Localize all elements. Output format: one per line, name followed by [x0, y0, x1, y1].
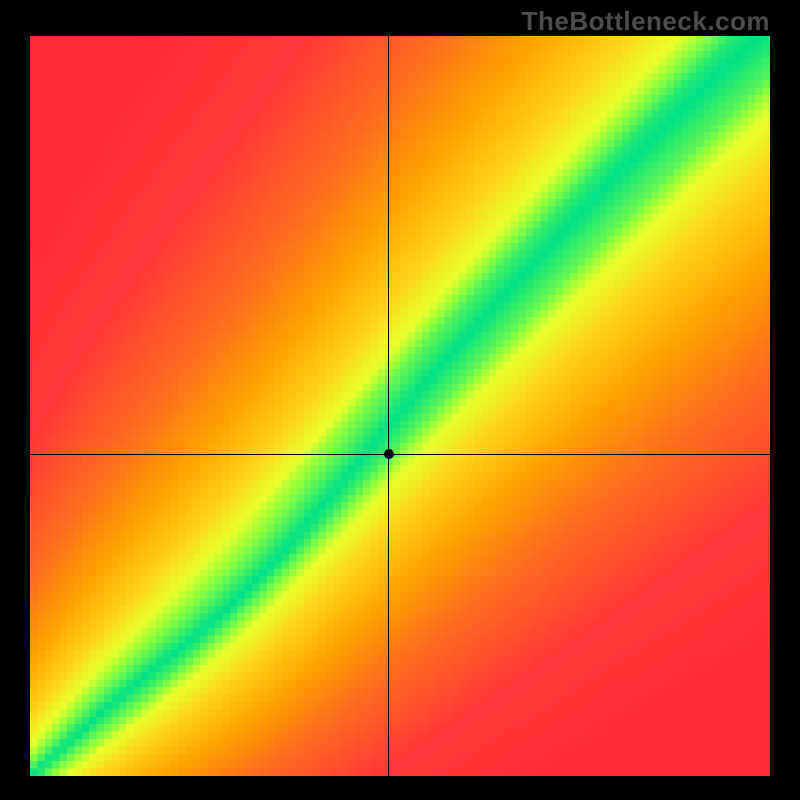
crosshair-horizontal — [30, 454, 770, 455]
outer-frame: TheBottleneck.com — [0, 0, 800, 800]
crosshair-vertical — [388, 36, 389, 776]
bottleneck-heatmap — [30, 36, 770, 776]
watermark-text: TheBottleneck.com — [522, 6, 770, 37]
crosshair-marker — [384, 449, 394, 459]
